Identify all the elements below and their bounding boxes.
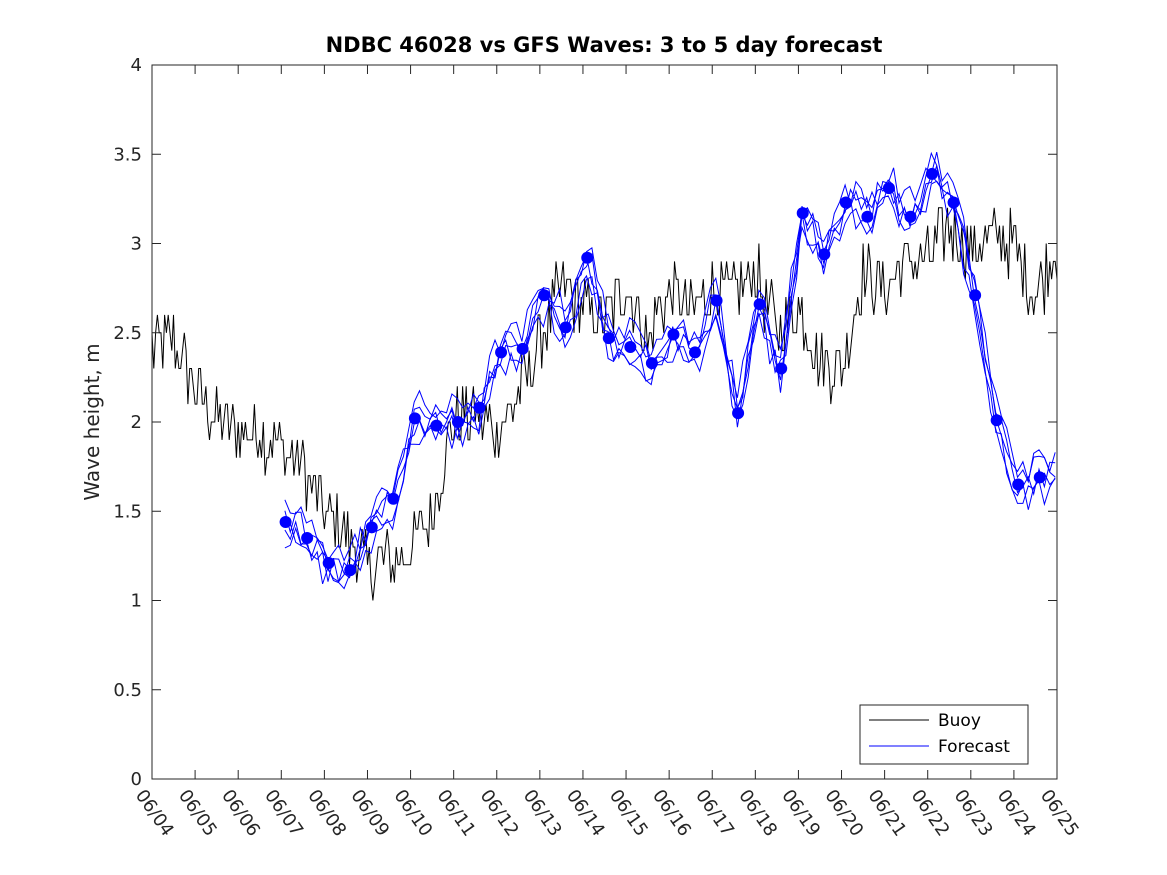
x-tick-label: 06/16 xyxy=(648,786,695,841)
x-tick-label: 06/09 xyxy=(346,786,393,841)
y-tick-label: 0 xyxy=(131,769,142,790)
forecast-marker xyxy=(861,210,874,223)
y-tick-label: 2 xyxy=(131,412,142,433)
forecast-marker xyxy=(365,521,378,534)
x-tick-label: 06/23 xyxy=(950,786,997,841)
forecast-marker xyxy=(344,564,357,577)
forecast-marker xyxy=(301,532,314,545)
forecast-marker xyxy=(602,332,615,345)
forecast-series-line xyxy=(284,180,1056,590)
legend-label-buoy: Buoy xyxy=(938,711,981,731)
x-tick-label: 06/07 xyxy=(260,786,307,841)
forecast-marker xyxy=(1012,478,1025,491)
x-tick-label: 06/17 xyxy=(691,786,738,841)
y-tick-label: 1.5 xyxy=(113,501,142,522)
forecast-marker xyxy=(1033,471,1046,484)
x-tick-label: 06/08 xyxy=(303,786,350,841)
forecast-marker xyxy=(732,407,745,420)
x-tick-label: 06/12 xyxy=(476,786,523,841)
legend-label-forecast: Forecast xyxy=(938,737,1010,757)
x-tick-label: 06/22 xyxy=(907,786,954,841)
forecast-marker xyxy=(926,167,939,180)
forecast-marker xyxy=(387,492,400,505)
y-tick-label: 3 xyxy=(131,234,142,255)
forecast-marker xyxy=(516,342,529,355)
axes-box xyxy=(151,64,1058,780)
forecast-marker xyxy=(495,346,508,359)
forecast-marker xyxy=(451,416,464,428)
forecast-marker xyxy=(322,557,335,570)
forecast-marker xyxy=(947,196,960,209)
y-tick-label: 3.5 xyxy=(113,144,142,165)
forecast-marker xyxy=(538,289,551,302)
forecast-marker xyxy=(753,298,766,311)
y-axis-label: Wave height, m xyxy=(80,343,104,500)
forecast-marker xyxy=(559,321,572,334)
forecast-marker xyxy=(818,248,831,261)
x-tick-label: 06/10 xyxy=(389,786,436,841)
forecast-marker xyxy=(624,341,637,354)
forecast-marker xyxy=(645,357,658,370)
forecast-marker xyxy=(430,419,443,432)
chart-title: NDBC 46028 vs GFS Waves: 3 to 5 day fore… xyxy=(326,33,883,57)
forecast-marker xyxy=(408,412,421,425)
forecast-marker xyxy=(882,182,895,195)
forecast-marker xyxy=(775,362,788,375)
forecast-marker xyxy=(473,401,486,414)
legend: Buoy Forecast xyxy=(859,704,1029,765)
y-tick-label: 2.5 xyxy=(113,323,142,344)
forecast-series-line xyxy=(284,151,1056,562)
x-tick-label: 06/05 xyxy=(174,786,221,841)
x-tick-label: 06/14 xyxy=(562,786,609,841)
forecast-marker xyxy=(969,289,982,302)
forecast-series-line xyxy=(284,165,1056,583)
forecast-series-line xyxy=(284,174,1056,583)
forecast-marker xyxy=(667,328,680,341)
forecast-marker xyxy=(796,207,809,220)
x-tick-label: 06/15 xyxy=(605,786,652,841)
x-tick-label: 06/18 xyxy=(734,786,781,841)
y-tick-label: 0.5 xyxy=(113,680,142,701)
plot-area xyxy=(152,151,1057,601)
forecast-marker xyxy=(710,294,723,307)
forecast-marker xyxy=(904,210,917,223)
forecast-marker xyxy=(990,414,1003,427)
x-tick-label: 06/20 xyxy=(820,786,867,841)
legend-box xyxy=(859,704,1029,765)
x-tick-label: 06/24 xyxy=(993,786,1040,841)
axes xyxy=(151,64,1058,780)
y-tick-label: 1 xyxy=(131,591,142,612)
x-tick-label: 06/13 xyxy=(519,786,566,841)
buoy-series-line xyxy=(152,207,1057,601)
x-tick-label: 06/06 xyxy=(217,786,264,841)
forecast-marker xyxy=(279,515,292,528)
x-tick-label: 06/21 xyxy=(864,786,911,841)
forecast-marker xyxy=(689,346,701,359)
forecast-series-line xyxy=(284,151,1056,579)
x-tick-label: 06/11 xyxy=(433,786,480,841)
y-tick-label: 4 xyxy=(131,55,142,76)
x-tick-label: 06/19 xyxy=(777,786,824,841)
forecast-marker xyxy=(839,196,852,209)
x-tick-label: 06/25 xyxy=(1036,786,1083,841)
x-tick-label: 06/04 xyxy=(131,786,178,841)
forecast-marker xyxy=(581,251,594,264)
